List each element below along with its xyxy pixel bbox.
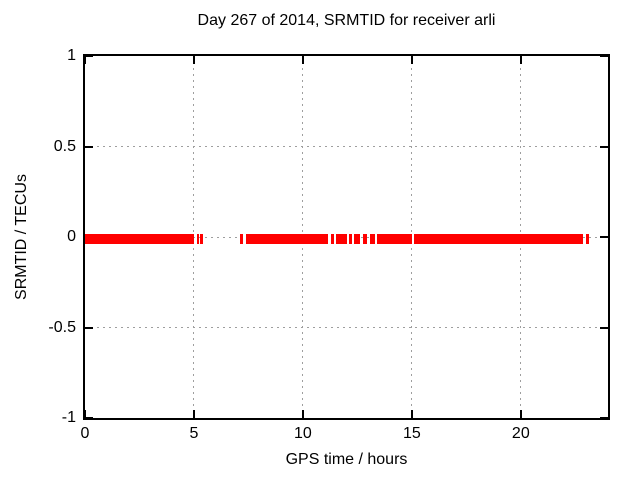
data-segment bbox=[370, 234, 375, 244]
plot-area bbox=[83, 54, 610, 420]
data-segment bbox=[331, 234, 334, 244]
x-axis-label: GPS time / hours bbox=[285, 451, 408, 468]
y-gridline bbox=[85, 146, 608, 147]
y-tick-right bbox=[600, 326, 608, 329]
y-tick-label: 1 bbox=[67, 47, 76, 64]
x-tick-top bbox=[192, 56, 195, 64]
y-tick-left bbox=[85, 326, 93, 329]
data-segment bbox=[245, 234, 328, 244]
y-tick-left bbox=[85, 55, 93, 57]
y-tick-right bbox=[600, 55, 608, 57]
data-segment bbox=[348, 234, 352, 244]
y-tick-right bbox=[600, 236, 608, 238]
y-tick-label: -1 bbox=[61, 409, 76, 426]
data-segment bbox=[377, 234, 412, 244]
y-tick-label: 0.5 bbox=[53, 137, 76, 155]
y-tick-label: -0.5 bbox=[48, 318, 76, 336]
y-gridline bbox=[85, 327, 608, 328]
data-segment bbox=[414, 234, 583, 244]
data-segment bbox=[586, 234, 590, 244]
x-tick-label: 20 bbox=[511, 425, 530, 442]
data-segment bbox=[85, 234, 194, 244]
data-segment bbox=[363, 234, 367, 244]
y-tick-label: 0 bbox=[67, 228, 76, 245]
data-segment bbox=[200, 234, 203, 244]
data-segment bbox=[353, 234, 360, 244]
x-tick-label: 15 bbox=[402, 425, 421, 442]
data-segment bbox=[196, 234, 199, 244]
data-segment bbox=[335, 234, 347, 244]
x-tick-top bbox=[410, 56, 413, 64]
y-tick-right bbox=[600, 145, 608, 148]
x-tick-top bbox=[519, 56, 522, 64]
y-tick-left bbox=[85, 417, 93, 419]
x-tick-label: 5 bbox=[189, 425, 199, 442]
x-tick-bottom bbox=[84, 410, 86, 418]
x-tick-bottom bbox=[301, 410, 304, 418]
x-tick-bottom bbox=[519, 410, 522, 418]
x-tick-top bbox=[84, 56, 86, 64]
x-tick-label: 0 bbox=[80, 425, 90, 442]
x-tick-label: 10 bbox=[294, 425, 312, 442]
data-segment bbox=[239, 234, 244, 244]
y-tick-right bbox=[600, 417, 608, 419]
x-tick-top bbox=[301, 56, 304, 64]
x-tick-bottom bbox=[410, 410, 413, 418]
y-tick-left bbox=[85, 145, 93, 148]
x-tick-bottom bbox=[192, 410, 195, 418]
chart-title: Day 267 of 2014, SRMTID for receiver arl… bbox=[197, 12, 496, 29]
